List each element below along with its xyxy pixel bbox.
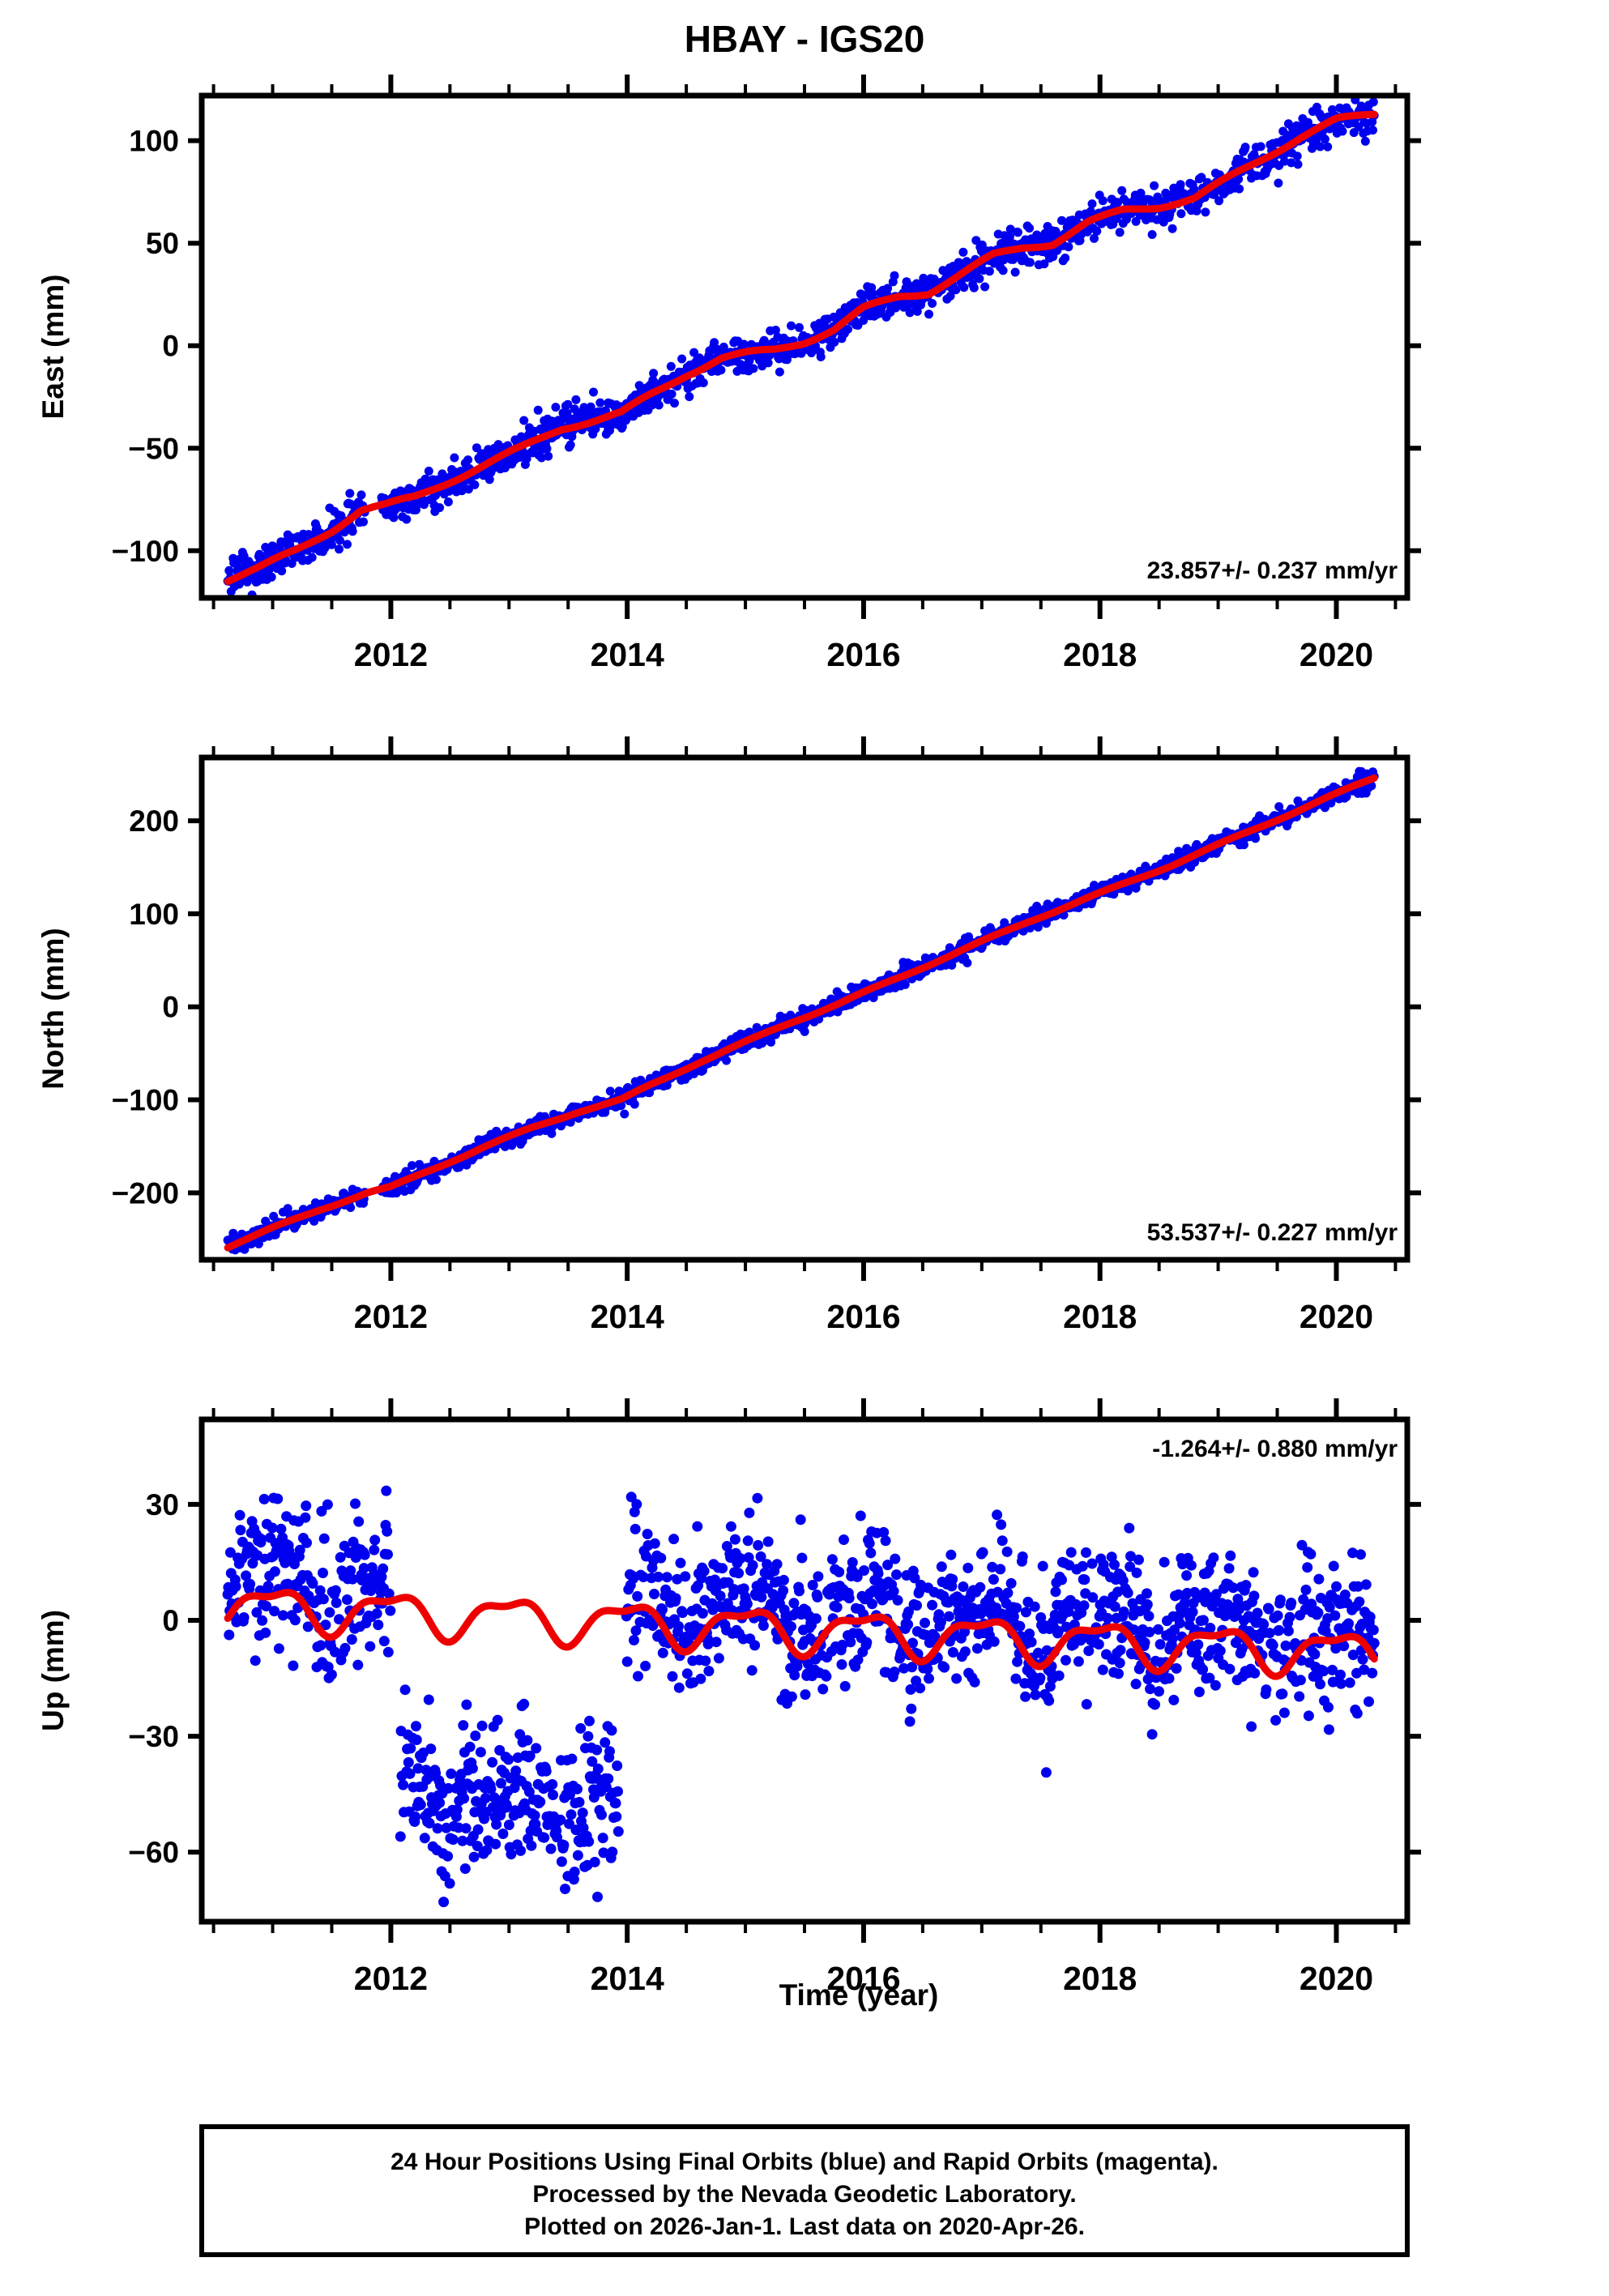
x-tick-label: 2014 <box>591 1960 664 1997</box>
x-tick-label: 2016 <box>826 636 900 673</box>
plot-area-east <box>223 96 1379 598</box>
y-tick-label: 0 <box>162 1604 179 1637</box>
trend-line-east <box>224 110 1378 586</box>
x-tick-label: 2012 <box>354 1960 428 1997</box>
x-tick-label: 2014 <box>591 636 664 673</box>
y-axis-label-north: North (mm) <box>36 928 70 1089</box>
y-tick-label: −100 <box>112 535 179 568</box>
panel-east: −100 −50 0 50 100 2012 2014 2016 2018 2020 East (m… <box>36 75 1421 673</box>
y-tick-label: 200 <box>129 804 179 838</box>
page-title: HBAY - IGS20 <box>685 18 925 60</box>
x-tick-label: 2020 <box>1300 636 1373 673</box>
y-axis-label-east: East (mm) <box>36 275 70 420</box>
y-tick-label: 100 <box>129 898 179 931</box>
x-tick-label: 2014 <box>591 1298 664 1335</box>
x-tick-label: 2016 <box>826 1960 900 1997</box>
y-tick-label: −100 <box>112 1084 179 1117</box>
y-tick-label: 100 <box>129 125 179 158</box>
x-tick-label: 2012 <box>354 1298 428 1335</box>
caption-line-1: 24 Hour Positions Using Final Orbits (bl… <box>391 2149 1218 2175</box>
rate-annotation-east: 23.857+/- 0.237 mm/yr <box>1147 557 1398 584</box>
caption-line-2: Processed by the Nevada Geodetic Laborat… <box>532 2181 1076 2208</box>
rate-annotation-north: 53.537+/- 0.227 mm/yr <box>1147 1219 1398 1246</box>
y-tick-label: 30 <box>146 1488 179 1521</box>
x-tick-label: 2020 <box>1300 1298 1373 1335</box>
y-tick-label: −30 <box>128 1720 179 1753</box>
y-tick-label: −200 <box>112 1176 179 1210</box>
y-tick-label: −50 <box>128 432 179 465</box>
x-tick-label: 2020 <box>1300 1960 1373 1997</box>
caption-line-3: Plotted on 2026-Jan-1. Last data on 2020… <box>524 2213 1085 2240</box>
x-tick-label: 2012 <box>354 636 428 673</box>
y-tick-label: 0 <box>162 991 179 1024</box>
x-tick-label: 2016 <box>826 1298 900 1335</box>
x-tick-label: 2018 <box>1063 636 1137 673</box>
panel-north: −200 −100 0 100 200 2012 2014 2016 2018 2020 North… <box>36 736 1421 1335</box>
caption-box <box>199 2124 1410 2257</box>
plot-area-north <box>223 766 1379 1255</box>
x-axis-label: Time (year) <box>779 1978 939 2012</box>
y-axis-label-up: Up (mm) <box>36 1610 70 1731</box>
rate-annotation-up: -1.264+/- 0.880 mm/yr <box>1152 1436 1398 1462</box>
x-tick-label: 2018 <box>1063 1298 1137 1335</box>
trend-line-north <box>224 774 1378 1252</box>
y-tick-label: 50 <box>146 227 179 260</box>
plot-area-up <box>222 1485 1380 1908</box>
y-tick-label: 0 <box>162 330 179 363</box>
y-tick-label: −60 <box>128 1836 179 1869</box>
panel-up: −60 −30 0 30 2012 2014 2016 2018 2020 Up (mm) -1.2… <box>36 1398 1421 1997</box>
trend-line-up <box>224 1589 1378 1680</box>
x-tick-label: 2018 <box>1063 1960 1137 1997</box>
